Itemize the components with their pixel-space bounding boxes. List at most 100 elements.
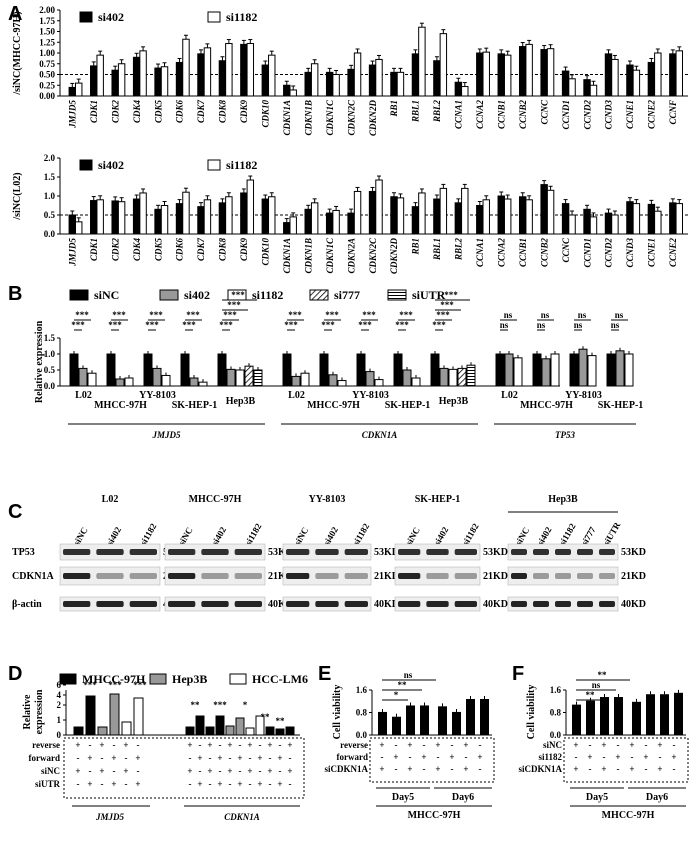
d-pm-cell: - <box>125 753 128 763</box>
c-band <box>234 549 262 555</box>
panel_E-pm-cell: + <box>463 740 468 750</box>
d-sig-label: *** <box>133 680 147 690</box>
panel_E-pm-cell: + <box>379 764 384 774</box>
b-cell-label: L02 <box>288 390 305 401</box>
d-pm-cell: - <box>229 779 232 789</box>
a-top-gene-label: CDK6 <box>175 100 185 124</box>
c-band <box>286 549 310 555</box>
b-bar <box>356 353 366 387</box>
a-top-gene-label: CDKN1C <box>325 99 335 136</box>
d-pm-cell: + <box>187 766 192 776</box>
panel_F-pm-cell: - <box>673 764 676 774</box>
a-bottom-ytick-label: 1.0 <box>44 191 56 201</box>
c-lane-label: si1182 <box>243 521 264 547</box>
c-band <box>577 573 593 579</box>
a-top-gene-label: CDKN1A <box>282 100 292 136</box>
d-pm-cell: - <box>259 740 262 750</box>
c-band <box>129 549 157 555</box>
b-bar <box>161 374 171 387</box>
a-bottom-legend-si402: si402 <box>98 158 124 172</box>
c-band <box>577 601 593 607</box>
a-top-bar <box>368 64 377 97</box>
c-mw-label: 21KD <box>621 571 646 582</box>
b-sig-label: *** <box>288 310 302 320</box>
a-bottom-bar <box>75 221 83 235</box>
c-band <box>555 601 571 607</box>
d-pm-cell: - <box>101 753 104 763</box>
d-pm-cell: - <box>239 766 242 776</box>
a-top-bar <box>160 66 169 97</box>
a-bottom-gene-label: CCNA1 <box>475 238 485 267</box>
a-bottom-gene-label: CDKN2A <box>346 238 356 274</box>
a-bottom-gene-label: CDK4 <box>132 238 142 262</box>
a-bottom-bar <box>476 205 484 235</box>
a-bottom-bar <box>203 199 212 235</box>
a-bottom-gene-label: CCND3 <box>625 238 635 268</box>
d-pm-cell: - <box>279 766 282 776</box>
c-lane-label: si402 <box>322 525 341 547</box>
b-bar <box>374 379 384 387</box>
panel_F-day-label: Day6 <box>646 792 668 803</box>
b-bar <box>328 374 338 387</box>
d-pm-cell: - <box>137 740 140 750</box>
d-bar-cdkn1a <box>285 726 295 736</box>
panel_F-pm-cell: + <box>657 740 662 750</box>
a-top-gene-label: CDK9 <box>239 100 249 124</box>
panel_F-sig-label: ns <box>592 680 601 690</box>
a-top-legend-swatch-si1182 <box>207 11 221 23</box>
b-sig-label: ns <box>504 310 513 320</box>
d-bar-cdkn1a <box>245 727 255 736</box>
a-top-gene-label: RBL1 <box>411 100 421 123</box>
b-ytick-label: 1.0 <box>44 349 56 359</box>
a-top-gene-label: CCND3 <box>604 100 614 130</box>
c-band <box>426 601 449 607</box>
b-bar <box>532 353 542 387</box>
a-bottom-gene-label: CDK6 <box>175 238 185 262</box>
d-ytick-label: 6 <box>57 680 62 690</box>
c-band <box>96 573 124 579</box>
b-bar <box>448 368 458 387</box>
c-lane-label: si1182 <box>138 521 159 547</box>
panel_F-pm-cell: + <box>643 752 648 762</box>
panel_E-pm-cell: + <box>407 740 412 750</box>
panel_F-pm-cell: - <box>659 752 662 762</box>
d-pm-cell: - <box>113 766 116 776</box>
a-bottom-gene-label: CDK1 <box>89 238 99 261</box>
a-top-gene-label: CDK1 <box>89 100 99 123</box>
b-bar <box>235 369 245 387</box>
b-bar <box>365 371 375 387</box>
d-bar-cdkn1a <box>225 725 235 736</box>
a-bottom-gene-label: RBL2 <box>454 238 464 262</box>
b-sig-label: *** <box>444 290 458 300</box>
b-sig-label: *** <box>321 320 335 330</box>
b-bar <box>504 353 514 387</box>
d-pm-cell: + <box>247 740 252 750</box>
panel_E-row-label: reverse <box>340 740 368 750</box>
c-mw-label: 21KD <box>374 571 399 582</box>
a-bottom-bar <box>411 206 420 235</box>
b-legend-swatch <box>159 289 179 301</box>
a-top-gene-label: CDK4 <box>132 100 142 124</box>
d-pm-cell: - <box>77 753 80 763</box>
a-top-bar <box>246 43 255 97</box>
a-top-bar <box>111 69 119 97</box>
panel_E-pm-cell: - <box>451 764 454 774</box>
panel_F-bar <box>614 697 623 735</box>
b-sig-label: *** <box>149 310 163 320</box>
c-band <box>201 601 229 607</box>
d-pm-cell: + <box>257 753 262 763</box>
c-band <box>63 549 91 555</box>
d-pm-cell: - <box>199 740 202 750</box>
c-mw-label: 40KD <box>374 599 399 610</box>
d-row-label: reverse <box>32 740 60 750</box>
a-top-gene-label: RB1 <box>389 100 399 118</box>
a-top-legend-si402: si402 <box>98 10 124 24</box>
a-bottom-gene-label: CCNE2 <box>668 238 678 268</box>
a-bottom-bar <box>160 205 169 235</box>
b-ytick-label: 0.0 <box>44 381 56 391</box>
c-blot-strip <box>164 566 266 586</box>
panel_E-day-label: Day6 <box>452 792 474 803</box>
b-bar <box>143 353 153 387</box>
b-sig-label: ns <box>615 310 624 320</box>
